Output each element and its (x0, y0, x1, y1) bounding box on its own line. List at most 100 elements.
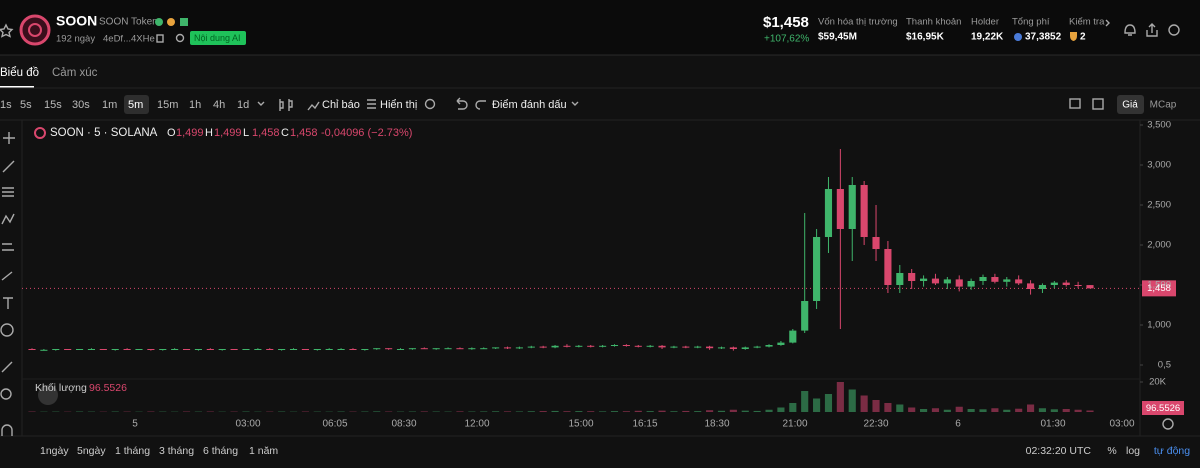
x-tick-label: 03:00 (1109, 419, 1134, 430)
candle-body (527, 346, 535, 348)
line-tool[interactable] (2, 160, 15, 173)
legend-key: L (243, 127, 249, 139)
tool[interactable]: Chỉ báo (322, 99, 360, 111)
volume-bar (599, 411, 607, 412)
fee-icon (1014, 33, 1022, 41)
candle-body (515, 347, 523, 349)
magnet-tool[interactable] (1, 424, 13, 436)
x-tick-label: 5 (132, 419, 138, 430)
candle-body (575, 345, 583, 347)
candle-body (313, 349, 321, 350)
interval[interactable]: 1m (102, 99, 117, 111)
range[interactable]: 6 tháng (203, 445, 238, 457)
candle-body (1015, 279, 1023, 284)
interval[interactable]: 1s (0, 99, 12, 111)
candle-body (171, 349, 179, 350)
volume-bar (729, 409, 737, 412)
pattern-tool[interactable] (1, 213, 15, 225)
fib-tool[interactable] (2, 187, 14, 197)
gear-icon[interactable] (424, 98, 436, 110)
volume-bar (456, 411, 464, 412)
legend-key: C (281, 127, 289, 139)
candle-body (658, 345, 666, 348)
measure-tool[interactable] (2, 243, 14, 251)
age: 192 ngày (56, 34, 95, 45)
log[interactable]: log (1126, 445, 1140, 457)
interval[interactable]: 5m (128, 99, 143, 111)
tab[interactable]: Biểu đồ (0, 67, 39, 79)
volume-label: Khối lượng (35, 382, 87, 394)
price-mode[interactable]: MCap (1150, 100, 1177, 111)
undo-icon[interactable] (456, 97, 468, 110)
interval[interactable]: 15m (157, 99, 178, 111)
x-tick-label: 08:30 (391, 419, 416, 430)
y-tick-label: 3,000 (1147, 160, 1171, 171)
interval[interactable]: 1h (189, 99, 201, 111)
candle-body (40, 349, 48, 351)
interval[interactable]: 4h (213, 99, 225, 111)
candle-body (301, 349, 309, 350)
legend-title: SOON · 5 · SOLANA (50, 127, 158, 139)
share-icon[interactable] (1146, 23, 1158, 37)
auto[interactable]: tự động (1154, 445, 1190, 457)
layout-icon[interactable] (1069, 98, 1081, 109)
x-tick-label: 06:05 (322, 419, 347, 430)
stat-label[interactable]: Kiểm tra (1069, 17, 1105, 28)
interval[interactable]: 30s (72, 99, 90, 111)
indicator-icon[interactable] (307, 101, 320, 111)
candle-body (289, 349, 298, 350)
candle-body (920, 278, 928, 281)
interval[interactable]: 1d (237, 99, 249, 111)
tool[interactable]: Hiển thị (380, 99, 417, 111)
tab[interactable]: Cảm xúc (52, 67, 98, 79)
redo-icon[interactable] (475, 100, 486, 110)
axis-settings[interactable] (1162, 418, 1174, 430)
volume-tick-label: 20K (1149, 377, 1167, 388)
candle-type-icon[interactable] (279, 99, 293, 111)
interval[interactable]: 15s (44, 99, 62, 111)
candle-body (1062, 282, 1070, 285)
search-icon[interactable] (175, 33, 185, 43)
stat-label: Tổng phí (1012, 17, 1050, 28)
range[interactable]: 5ngày (77, 445, 106, 457)
crosshair-tool[interactable] (3, 132, 15, 144)
brush-tool[interactable] (1, 271, 13, 281)
price-mode[interactable]: Giá (1122, 100, 1138, 111)
range[interactable]: 1ngày (40, 445, 69, 457)
candle-body (955, 279, 963, 287)
copy-icon[interactable] (156, 34, 164, 43)
candle-body (361, 349, 369, 350)
chevron[interactable] (257, 101, 265, 106)
volume-bar (848, 389, 856, 412)
legend-value: 1,499 (176, 127, 204, 139)
text-tool[interactable] (3, 297, 13, 309)
chevron[interactable] (1105, 19, 1110, 27)
interval[interactable]: 5s (20, 99, 32, 111)
range[interactable]: 1 năm (249, 445, 278, 457)
tool[interactable]: Điểm đánh dấu (492, 99, 567, 111)
bell-icon[interactable] (1124, 24, 1136, 36)
badge-icon (167, 18, 175, 26)
symbol: SOON (56, 13, 97, 29)
candle-body (599, 345, 607, 347)
percent[interactable]: % (1107, 445, 1116, 457)
address[interactable]: 4eDf...4XHe (103, 34, 155, 45)
zoom-tool[interactable] (0, 388, 12, 400)
range[interactable]: 1 tháng (115, 445, 150, 457)
display-icon[interactable] (367, 99, 376, 109)
ai-badge[interactable] (190, 31, 246, 45)
range[interactable]: 3 tháng (159, 445, 194, 457)
ruler-tool[interactable] (1, 361, 13, 373)
ai-badge-text[interactable]: Nội dung AI (194, 33, 241, 43)
fullscreen-icon[interactable] (1092, 98, 1104, 110)
settings-icon[interactable] (1168, 24, 1180, 36)
chevron[interactable] (571, 101, 579, 106)
star-icon[interactable] (0, 23, 14, 38)
candle-body (147, 349, 155, 350)
volume-bar (765, 409, 773, 412)
legend-value: 1,458 (290, 127, 318, 139)
emoji-tool[interactable] (0, 323, 14, 337)
candle-body (943, 279, 951, 284)
last-price-label: 1,458 (1147, 283, 1171, 294)
